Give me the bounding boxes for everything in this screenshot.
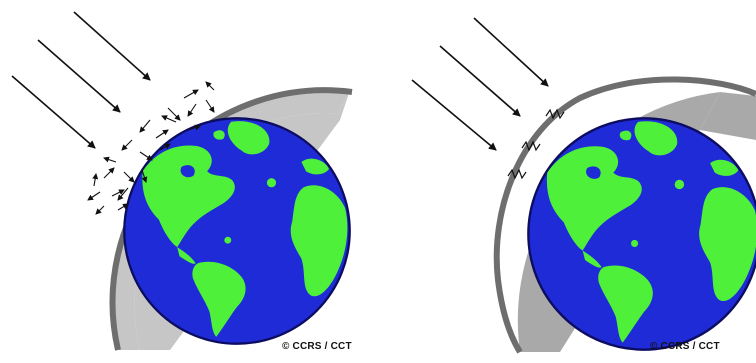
- incoming-ray-right-2: [439, 45, 521, 117]
- atmosphere-outer-edge-right: [493, 76, 756, 354]
- scattering-panel: [11, 11, 353, 351]
- incoming-ray-left-3: [73, 11, 151, 81]
- incoming-ray-right-1: [411, 79, 497, 151]
- absorption-wavy-marks: [507, 108, 565, 180]
- earth-right: [527, 117, 756, 351]
- incoming-ray-left-2: [37, 39, 121, 113]
- absorption-panel: [411, 17, 756, 354]
- copyright-credit-left: © CCRS / CCT: [282, 341, 352, 352]
- atmosphere-fill-right: [700, 92, 756, 140]
- copyright-credit-right: © CCRS / CCT: [650, 341, 720, 352]
- incoming-ray-right-3: [473, 17, 549, 87]
- earth-left: [123, 117, 351, 345]
- incoming-ray-left-1: [11, 75, 96, 149]
- scattered-arrows: [87, 81, 215, 215]
